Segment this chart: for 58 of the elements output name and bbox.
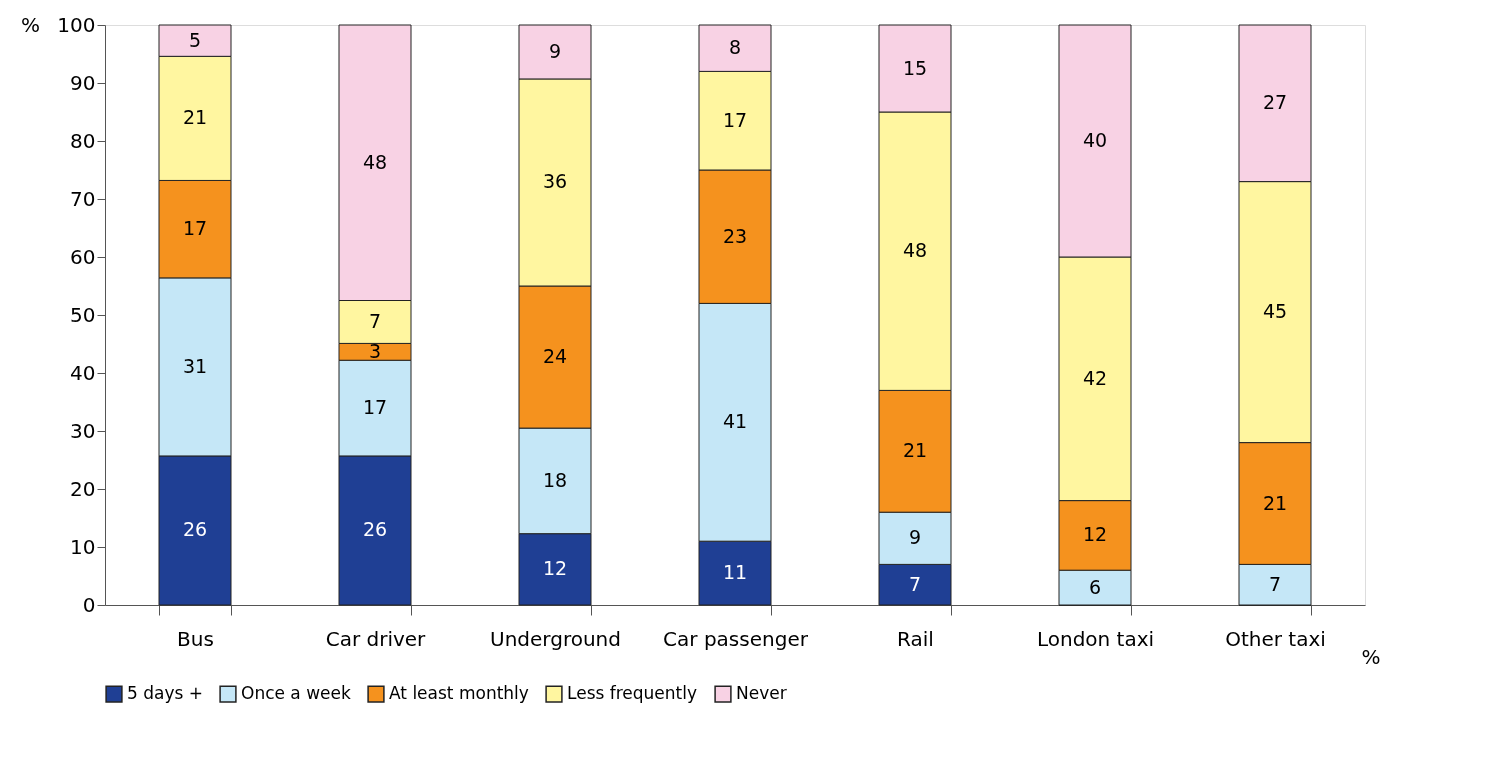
- x-axis-title: %: [1361, 644, 1381, 669]
- x-tick-label: Underground: [490, 626, 621, 651]
- data-label: 9: [548, 39, 562, 62]
- legend-label: Less frequently: [567, 683, 698, 704]
- data-label: 17: [362, 396, 388, 419]
- data-label: 15: [902, 56, 928, 79]
- data-label: 36: [542, 170, 568, 193]
- y-tick-label: 100: [57, 12, 96, 37]
- data-label: 12: [1082, 523, 1108, 546]
- data-label: 17: [722, 108, 748, 131]
- legend-label: At least monthly: [389, 683, 529, 704]
- data-label: 9: [908, 526, 922, 549]
- data-label: 7: [368, 309, 382, 332]
- x-tick-label: London taxi: [1036, 626, 1155, 651]
- data-label: 40: [1082, 129, 1108, 151]
- data-label: 6: [1088, 575, 1102, 598]
- data-label: 21: [1262, 491, 1288, 514]
- data-label: 17: [182, 217, 208, 240]
- data-label: 27: [1262, 91, 1288, 114]
- x-tick-label: Rail: [897, 626, 934, 651]
- x-tick-label: Other taxi: [1225, 626, 1326, 651]
- data-label: 8: [728, 36, 742, 59]
- y-axis-title: %: [20, 12, 41, 37]
- data-label: 23: [722, 224, 748, 247]
- data-label: 45: [1262, 300, 1288, 323]
- data-label: 24: [542, 345, 568, 368]
- legend-label: Once a week: [241, 683, 352, 704]
- data-label: 21: [902, 439, 928, 462]
- data-label: 7: [908, 572, 922, 595]
- y-tick-label: 90: [70, 70, 96, 95]
- x-tick-label: Car passenger: [663, 626, 809, 651]
- data-label: 11: [722, 561, 748, 584]
- data-label: 12: [542, 557, 568, 580]
- legend-label: Never: [736, 683, 787, 704]
- y-tick-label: 40: [70, 360, 96, 385]
- y-tick-label: 80: [70, 128, 96, 153]
- data-label: 26: [182, 518, 208, 541]
- data-label: 18: [542, 468, 568, 491]
- data-label: 7: [1268, 572, 1282, 595]
- y-tick-label: 50: [70, 302, 96, 327]
- legend-label: 5 days +: [127, 683, 203, 704]
- y-tick-label: 20: [70, 476, 96, 501]
- x-tick-label: Bus: [177, 626, 214, 651]
- data-label: 48: [362, 150, 388, 173]
- data-label: 48: [902, 239, 928, 262]
- data-label: 31: [182, 354, 208, 377]
- data-label: 26: [362, 518, 388, 541]
- y-tick-label: 70: [70, 186, 96, 211]
- y-tick-label: 60: [70, 244, 96, 269]
- data-label: 5: [188, 28, 202, 51]
- x-tick-label: Car driver: [325, 626, 427, 651]
- y-tick-label: 10: [70, 534, 96, 559]
- y-tick-label: 30: [70, 418, 96, 443]
- y-tick-label: 0: [82, 592, 96, 617]
- data-label: 41: [722, 410, 748, 433]
- data-label: 21: [182, 106, 208, 129]
- data-label: 42: [1082, 366, 1108, 389]
- data-label: 3: [368, 339, 382, 362]
